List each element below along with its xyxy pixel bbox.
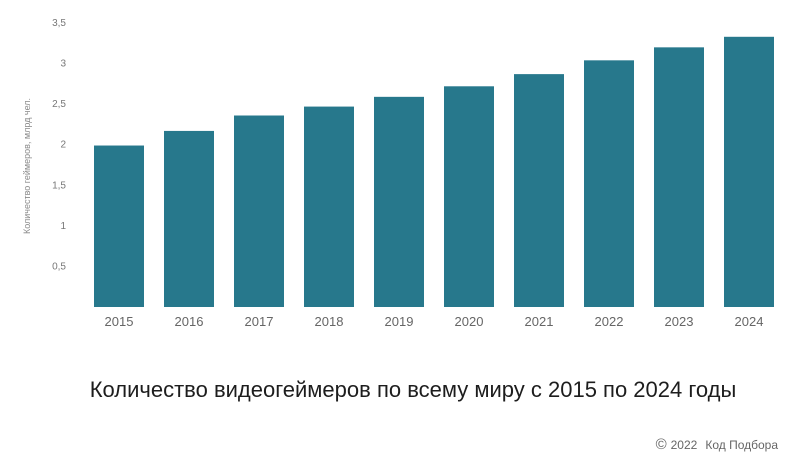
x-tick-label: 2020 <box>455 314 484 329</box>
y-tick-label: 0,5 <box>52 261 66 272</box>
copyright: © 2022 Код Подбора <box>656 436 778 453</box>
y-axis-label: Количество геймеров, млрд чел. <box>22 98 32 234</box>
bar-2015 <box>94 145 144 307</box>
copyright-icon: © <box>655 436 667 453</box>
bar-2024 <box>724 36 774 308</box>
x-tick-label: 2023 <box>665 314 694 329</box>
bar-2018 <box>304 106 354 307</box>
x-tick-label: 2024 <box>735 314 764 329</box>
x-axis-ticks: 2015 2016 2017 2018 2019 2020 2021 2022 2023 2024 <box>105 314 764 329</box>
bar-2022 <box>584 60 634 307</box>
x-tick-label: 2016 <box>175 314 204 329</box>
x-tick-label: 2021 <box>525 314 554 329</box>
x-tick-label: 2019 <box>385 314 414 329</box>
bar-chart: 0,5 1 1,5 2 2,5 3 3,5 Количество геймеров, млр… <box>22 18 774 329</box>
y-tick-label: 2 <box>60 140 66 151</box>
bar-2020 <box>444 86 494 307</box>
x-tick-label: 2022 <box>595 314 624 329</box>
y-tick-label: 3,5 <box>52 18 66 29</box>
bar-2019 <box>374 96 424 307</box>
copyright-brand: Код Подбора <box>705 437 778 452</box>
x-tick-label: 2018 <box>315 314 344 329</box>
y-tick-label: 2,5 <box>52 99 66 110</box>
x-tick-label: 2015 <box>105 314 134 329</box>
bar-2021 <box>514 74 564 308</box>
bar-2023 <box>654 47 704 307</box>
chart-title: Количество видеогеймеров по всему миру с… <box>89 377 737 402</box>
bar-2017 <box>234 115 284 307</box>
bar-2016 <box>164 130 214 307</box>
x-tick-label: 2017 <box>245 314 274 329</box>
y-tick-label: 1 <box>60 221 66 232</box>
y-tick-label: 3 <box>60 59 66 70</box>
copyright-year: 2022 <box>670 437 698 452</box>
bars <box>94 36 774 308</box>
y-tick-label: 1,5 <box>52 180 66 191</box>
y-axis-ticks: 0,5 1 1,5 2 2,5 3 3,5 <box>52 18 66 272</box>
